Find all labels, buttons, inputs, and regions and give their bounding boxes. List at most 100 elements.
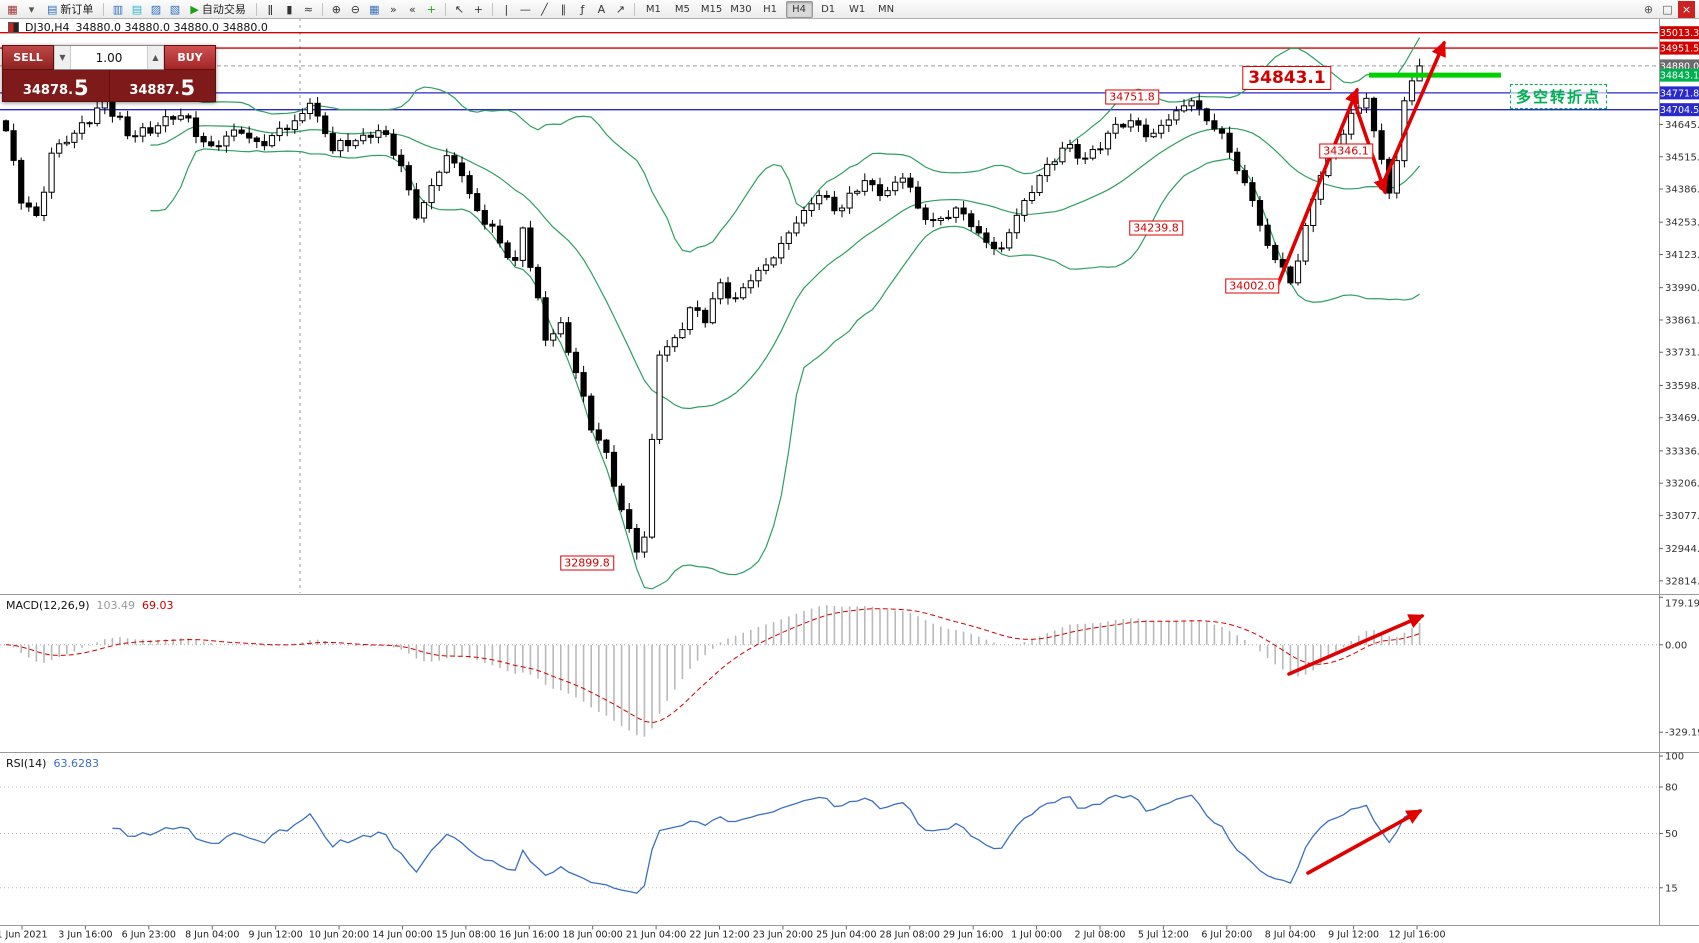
one-click-trading-panel: SELL ▼ 1.00 ▲ BUY 34878. 5 34887. 5 <box>2 45 216 102</box>
trendline-icon: ╱ <box>541 2 548 16</box>
price-axis-label: 32814.5 <box>1665 576 1699 587</box>
time-axis-label: 9 Jul 12:00 <box>1328 930 1379 941</box>
new-chart-icon: ▦ <box>7 2 18 16</box>
new-order-button[interactable]: ▤ 新订单 <box>43 1 97 18</box>
macd-axis-label: 179.19 <box>1665 599 1699 610</box>
time-axis-label: 21 Jun 04:00 <box>626 930 686 941</box>
fibonacci-icon: ƒ <box>580 2 585 16</box>
time-axis-label: 5 Jul 12:00 <box>1138 930 1189 941</box>
candlestick-chart-icon[interactable]: ▮ <box>281 1 298 18</box>
time-axis-label: 25 Jun 04:00 <box>816 930 876 941</box>
navigator-icon[interactable]: ▨ <box>147 1 164 18</box>
price-line-label-box <box>1660 41 1699 55</box>
tile-windows-icon[interactable]: ▦ <box>366 1 383 18</box>
volume-decrease-icon[interactable]: ▼ <box>54 46 71 69</box>
crosshair-icon[interactable]: + <box>470 1 487 18</box>
horizontal-line-icon[interactable]: — <box>517 1 534 18</box>
timeframe-button-d1[interactable]: D1 <box>821 3 836 15</box>
fibonacci-icon[interactable]: ƒ <box>574 1 591 18</box>
time-axis-label: 3 Jun 16:00 <box>58 930 112 941</box>
magnifier-icon[interactable]: ⊕ <box>1643 2 1654 16</box>
chart-shift-icon: « <box>409 2 416 16</box>
macd-axis-label: 0.00 <box>1665 640 1687 651</box>
turning-point-note: 多空转折点 <box>1510 84 1608 109</box>
autotrading-button[interactable]: ▶ 自动交易 <box>186 1 249 18</box>
trend-arrows <box>1274 40 1446 875</box>
toolbar-separator <box>255 2 257 16</box>
price-axis-label: 33861.0 <box>1665 315 1699 326</box>
navigator-icon: ▨ <box>150 2 162 16</box>
main-toolbar: ▦ ▾ ▤ 新订单 ▥ ▤ ▨ ▧ ▶ 自动交易 ǁ ▮ ≈ ⊕ ⊖ ▦» «+ ↖ + | — ╱ ∥ ƒ A ↗ M1 M5 M1… <box>0 0 1699 19</box>
timeframe-button-w1[interactable]: W1 <box>848 3 866 15</box>
time-axis-label: 12 Jul 16:00 <box>1389 930 1446 941</box>
price-line-label: 34704.5 <box>1660 105 1699 116</box>
arrows-tool-icon: ↗ <box>615 2 625 16</box>
bar-chart-icon: ǁ <box>267 2 274 16</box>
buy-button[interactable]: BUY <box>164 45 216 70</box>
time-axis-label: 10 Jun 20:00 <box>309 930 369 941</box>
time-axis-label: 18 Jun 00:00 <box>563 930 623 941</box>
data-window-icon: ▤ <box>131 2 143 16</box>
timeframe-button-mn[interactable]: MN <box>878 3 895 15</box>
toolbar-separator <box>321 2 323 16</box>
volume-increase-icon[interactable]: ▲ <box>147 46 164 69</box>
bar-chart-icon[interactable]: ǁ <box>262 1 279 18</box>
indicators-add-icon[interactable]: + <box>423 1 440 18</box>
chart-dropdown-caret[interactable]: ▾ <box>23 1 40 18</box>
cursor-icon[interactable]: ↖ <box>451 1 468 18</box>
equidistant-channel-icon[interactable]: ∥ <box>555 1 572 18</box>
zoom-out-icon[interactable]: ⊖ <box>347 1 364 18</box>
volume-value[interactable]: 1.00 <box>95 50 123 65</box>
terminal-icon[interactable]: ▧ <box>166 1 183 18</box>
time-axis-label: 2 Jul 08:00 <box>1075 930 1126 941</box>
toolbar-right: ⊕ □ × <box>1639 0 1696 18</box>
timeframe-button-h1[interactable]: H1 <box>763 3 778 15</box>
window-restore-icon[interactable]: □ <box>1662 2 1673 16</box>
toolbar-separator <box>444 2 446 16</box>
price-annotation: 34751.8 <box>1105 89 1159 105</box>
panel-separators <box>0 18 1699 926</box>
volume-stepper[interactable]: ▼ 1.00 ▲ <box>54 45 164 70</box>
time-axis-label: 6 Jun 23:00 <box>122 930 176 941</box>
rsi-axis-label: 100 <box>1665 752 1684 763</box>
symbol-icon <box>8 22 19 33</box>
price-axis-label: 34645.0 <box>1665 120 1699 131</box>
price-axis[interactable]: 34645.0 34515.6 34386.0 34253.2 34123.5 33990… <box>1659 26 1699 894</box>
chart-title: DJ30,H4 34880.0 34880.0 34880.0 34880.0 <box>8 21 268 34</box>
timeframe-button-m15[interactable]: M15 <box>700 3 723 15</box>
horizontal-line-icon: — <box>519 2 531 16</box>
price-axis-label: 34123.5 <box>1665 250 1699 261</box>
buy-price: 34887. 5 <box>129 76 196 101</box>
timeframe-button-m5[interactable]: M5 <box>674 3 690 15</box>
auto-scroll-icon: » <box>390 2 397 16</box>
arrows-tool-icon[interactable]: ↗ <box>612 1 629 18</box>
line-chart-icon[interactable]: ≈ <box>300 1 317 18</box>
chart-shift-icon[interactable]: « <box>404 1 421 18</box>
timeframe-button-m30[interactable]: M30 <box>730 3 752 15</box>
vertical-line-icon: | <box>504 2 509 16</box>
symbol-period: DJ30,H4 <box>25 21 70 34</box>
sell-button[interactable]: SELL <box>2 45 54 70</box>
price-line-label-box <box>1660 26 1699 40</box>
price-axis-label: 33206.5 <box>1665 479 1699 490</box>
data-window-icon[interactable]: ▤ <box>128 1 145 18</box>
time-axis-label: 15 Jun 08:00 <box>436 930 496 941</box>
vertical-line-icon[interactable]: | <box>498 1 515 18</box>
timeframe-button-h4[interactable]: H4 <box>785 0 813 18</box>
new-order-button-label: 新订单 <box>60 3 94 16</box>
auto-scroll-icon[interactable]: » <box>385 1 402 18</box>
text-label-icon[interactable]: A <box>593 1 610 18</box>
close-window-button[interactable]: × <box>1678 0 1695 18</box>
timeframe-button-m1[interactable]: M1 <box>645 3 661 15</box>
new-chart-icon[interactable]: ▦ <box>4 1 21 18</box>
time-axis-label: 1 Jun 2021 <box>0 930 48 941</box>
market-watch-icon[interactable]: ▥ <box>109 1 126 18</box>
time-axis-label: 23 Jun 20:00 <box>753 930 813 941</box>
bollinger-bands <box>150 37 1421 590</box>
trendline-icon[interactable]: ╱ <box>536 1 553 18</box>
time-axis[interactable]: 1 Jun 2021 3 Jun 16:00 6 Jun 23:00 8 Jun 04… <box>0 926 1446 941</box>
rsi-axis-label: 15 <box>1665 883 1678 894</box>
zoom-in-icon[interactable]: ⊕ <box>328 1 345 18</box>
